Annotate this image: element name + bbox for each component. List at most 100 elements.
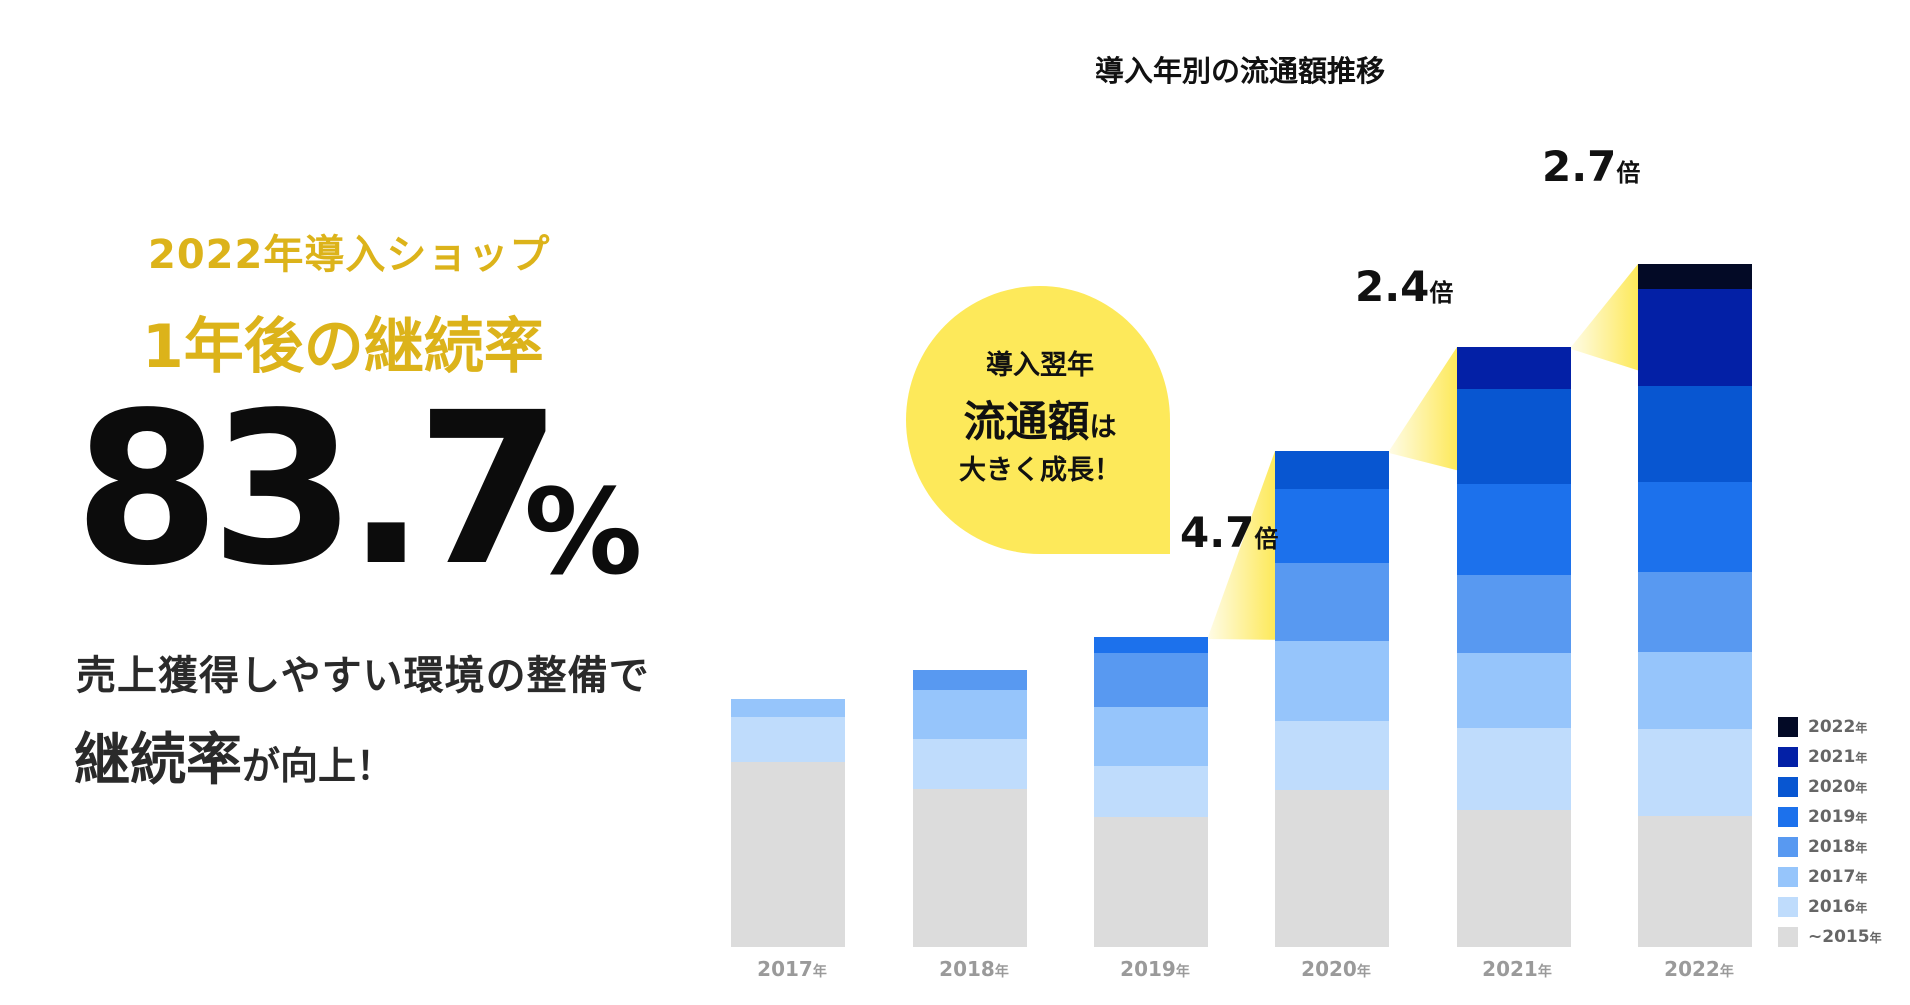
multiplier-unit: 倍	[1616, 159, 1641, 187]
bar-segment-2020-series-3	[1275, 563, 1389, 641]
hero-subtitle-text: 年導入ショップ	[263, 232, 551, 278]
multiplier-unit: 倍	[1254, 525, 1279, 553]
bar-segment-2018-series-1	[913, 739, 1027, 789]
bar-segment-2022-series-5	[1638, 386, 1752, 482]
x-tick-year: 2017	[757, 957, 813, 981]
hero-section: 2022年導入ショップ 1年後の継続率 83.7% 売上獲得しやすい環境の整備で…	[0, 0, 700, 1005]
x-tick-label: 2022年	[1629, 957, 1769, 981]
bar-segment-2021-series-6	[1457, 347, 1571, 389]
retention-rate-unit: %	[524, 463, 642, 601]
x-tick-label: 2021年	[1447, 957, 1587, 981]
multiplier-value: 4.7	[1180, 508, 1255, 557]
x-tick-label: 2019年	[1085, 957, 1225, 981]
legend-swatch	[1778, 717, 1798, 737]
bar-segment-2020-series-5	[1275, 451, 1389, 489]
bar-segment-2022-series-2	[1638, 652, 1752, 729]
retention-rate: 83.7%	[74, 385, 642, 601]
chart-title: 導入年別の流通額推移	[1094, 54, 1385, 88]
chart-legend: 2022年 2021年 2020年 2019年 2018年 2017年 2016…	[1778, 712, 1898, 952]
bar-segment-2017-series-0	[731, 762, 845, 947]
x-tick-unit: 年	[1537, 964, 1552, 980]
hero-body-tail: が向上！	[242, 744, 395, 788]
bar-segment-2021-series-0	[1457, 810, 1571, 947]
bar-segment-2019-series-3	[1094, 653, 1208, 707]
bar-segment-2020-series-1	[1275, 721, 1389, 790]
bar-segment-2021-series-1	[1457, 728, 1571, 810]
x-tick-year: 2022	[1664, 957, 1720, 981]
bar-segment-2020-series-4	[1275, 489, 1389, 563]
multiplier-label-2021: 2.4倍	[1355, 262, 1453, 311]
legend-label: 2019年	[1808, 807, 1868, 827]
bar-segment-2020-series-0	[1275, 790, 1389, 947]
hero-body-line2: 継続率が向上！	[74, 715, 394, 796]
bar-segment-2022-series-4	[1638, 482, 1752, 572]
x-tick-label: 2017年	[722, 957, 862, 981]
bar-segment-2022-series-1	[1638, 729, 1752, 816]
x-tick-label: 2018年	[904, 957, 1044, 981]
legend-item-2016: 2016年	[1778, 892, 1898, 922]
x-tick-label: 2020年	[1266, 957, 1406, 981]
legend-swatch	[1778, 777, 1798, 797]
bar-segment-2021-series-2	[1457, 653, 1571, 728]
legend-label: 2017年	[1808, 867, 1868, 887]
legend-label: 2016年	[1808, 897, 1868, 917]
x-tick-year: 2019	[1120, 957, 1176, 981]
legend-item-2020: 2020年	[1778, 772, 1898, 802]
callout-line3: 大きく成長！	[959, 455, 1121, 486]
x-tick-unit: 年	[994, 964, 1009, 980]
growth-connector	[1208, 451, 1275, 640]
multiplier-label-2020: 4.7倍	[1180, 508, 1278, 557]
legend-swatch	[1778, 807, 1798, 827]
callout-particle: は	[1089, 412, 1117, 443]
bar-segment-2021-series-5	[1457, 389, 1571, 484]
x-tick-unit: 年	[812, 964, 827, 980]
legend-swatch	[1778, 897, 1798, 917]
bar-segment-2020-series-2	[1275, 641, 1389, 721]
legend-label: 2020年	[1808, 777, 1868, 797]
x-tick-unit: 年	[1356, 964, 1371, 980]
legend-label: 2021年	[1808, 747, 1868, 767]
bar-segment-2018-series-2	[913, 690, 1027, 739]
bar-segment-2019-series-4	[1094, 637, 1208, 653]
callout-line2: 流通額は	[940, 388, 1140, 449]
legend-item-2022: 2022年	[1778, 712, 1898, 742]
callout-bubble	[906, 286, 1170, 554]
multiplier-value: 2.4	[1355, 262, 1430, 311]
x-tick-year: 2020	[1301, 957, 1357, 981]
bar-segment-2018-series-0	[913, 789, 1027, 947]
hero-body-line1: 売上獲得しやすい環境の整備で	[76, 653, 650, 699]
legend-label: 2018年	[1808, 837, 1868, 857]
legend-swatch	[1778, 747, 1798, 767]
legend-item-2015-and-before: ~2015年	[1778, 922, 1898, 952]
bar-segment-2017-series-2	[731, 699, 845, 717]
legend-swatch	[1778, 867, 1798, 887]
bar-segment-2022-series-6	[1638, 289, 1752, 386]
legend-label: 2022年	[1808, 717, 1868, 737]
hero-heading: 1年後の継続率	[142, 312, 544, 382]
legend-swatch	[1778, 837, 1798, 857]
bar-segment-2021-series-4	[1457, 484, 1571, 575]
bar-segment-2018-series-3	[913, 670, 1027, 690]
multiplier-unit: 倍	[1429, 279, 1454, 307]
x-tick-unit: 年	[1175, 964, 1190, 980]
bar-segment-2019-series-1	[1094, 766, 1208, 817]
legend-swatch	[1778, 927, 1798, 947]
bar-segment-2021-series-3	[1457, 575, 1571, 653]
bar-segment-2022-series-3	[1638, 572, 1752, 652]
legend-label: ~2015年	[1808, 927, 1882, 947]
bar-segment-2022-series-7	[1638, 264, 1752, 289]
bar-segment-2019-series-0	[1094, 817, 1208, 947]
multiplier-label-2022: 2.7倍	[1542, 142, 1640, 191]
hero-subtitle-year: 2022	[148, 232, 264, 278]
x-tick-unit: 年	[1719, 964, 1734, 980]
x-tick-year: 2021	[1482, 957, 1538, 981]
bar-segment-2022-series-0	[1638, 816, 1752, 947]
hero-body-emphasis: 継続率	[74, 728, 242, 793]
legend-item-2019: 2019年	[1778, 802, 1898, 832]
legend-item-2017: 2017年	[1778, 862, 1898, 892]
growth-connector	[1571, 264, 1638, 371]
bar-segment-2019-series-2	[1094, 707, 1208, 766]
legend-item-2018: 2018年	[1778, 832, 1898, 862]
growth-connector	[1389, 347, 1457, 471]
